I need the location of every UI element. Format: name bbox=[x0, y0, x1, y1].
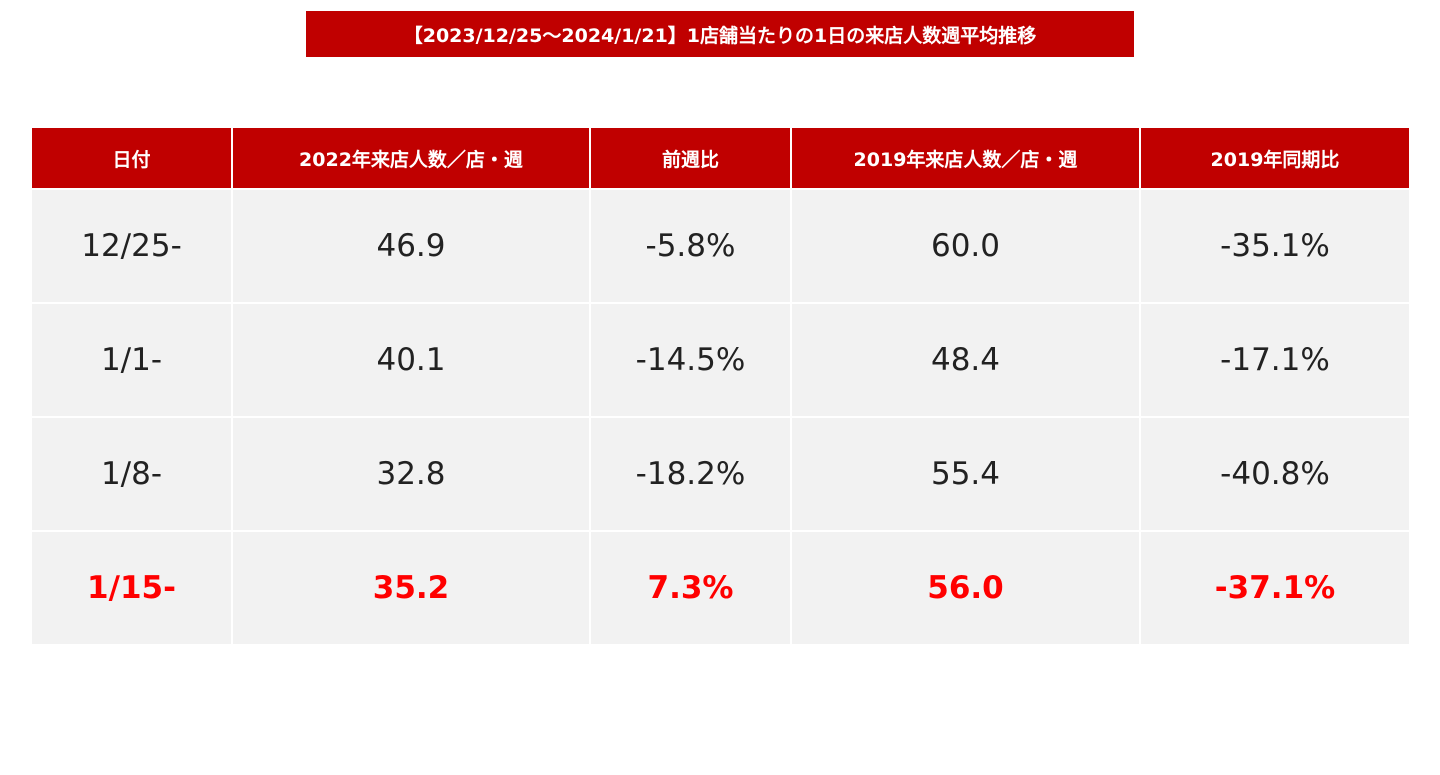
column-header-visitors-2022: 2022年来店人数／店・週 bbox=[232, 128, 591, 189]
cell-date: 1/15- bbox=[32, 530, 233, 644]
table-row-highlight: 1/15- 35.2 7.3% 56.0 -37.1% bbox=[32, 530, 1409, 644]
table-row: 12/25- 46.9 -5.8% 60.0 -35.1% bbox=[32, 188, 1409, 303]
cell-week-over-week: 7.3% bbox=[590, 530, 792, 644]
column-header-week-over-week: 前週比 bbox=[590, 128, 792, 189]
cell-date: 12/25- bbox=[32, 188, 233, 303]
cell-date: 1/8- bbox=[32, 416, 233, 531]
column-header-vs-2019: 2019年同期比 bbox=[1140, 128, 1409, 189]
cell-vs-2019: -35.1% bbox=[1140, 188, 1409, 303]
cell-week-over-week: -5.8% bbox=[590, 188, 792, 303]
cell-visitors-2022: 35.2 bbox=[232, 530, 591, 644]
visitor-table: 日付 2022年来店人数／店・週 前週比 2019年来店人数／店・週 2019年… bbox=[32, 128, 1409, 644]
cell-vs-2019: -37.1% bbox=[1140, 530, 1409, 644]
column-header-visitors-2019: 2019年来店人数／店・週 bbox=[791, 128, 1141, 189]
cell-visitors-2022: 32.8 bbox=[232, 416, 591, 531]
cell-vs-2019: -17.1% bbox=[1140, 302, 1409, 417]
table-row: 1/1- 40.1 -14.5% 48.4 -17.1% bbox=[32, 302, 1409, 417]
table-title: 【2023/12/25～2024/1/21】1店舗当たりの1日の来店人数週平均推… bbox=[306, 11, 1134, 57]
cell-visitors-2019: 56.0 bbox=[791, 530, 1141, 644]
cell-visitors-2019: 48.4 bbox=[791, 302, 1141, 417]
table-row: 1/8- 32.8 -18.2% 55.4 -40.8% bbox=[32, 416, 1409, 531]
cell-visitors-2022: 40.1 bbox=[232, 302, 591, 417]
cell-vs-2019: -40.8% bbox=[1140, 416, 1409, 531]
column-header-date: 日付 bbox=[32, 128, 233, 189]
cell-week-over-week: -18.2% bbox=[590, 416, 792, 531]
cell-visitors-2022: 46.9 bbox=[232, 188, 591, 303]
cell-visitors-2019: 60.0 bbox=[791, 188, 1141, 303]
cell-date: 1/1- bbox=[32, 302, 233, 417]
cell-week-over-week: -14.5% bbox=[590, 302, 792, 417]
cell-visitors-2019: 55.4 bbox=[791, 416, 1141, 531]
header-row: 日付 2022年来店人数／店・週 前週比 2019年来店人数／店・週 2019年… bbox=[32, 128, 1409, 189]
